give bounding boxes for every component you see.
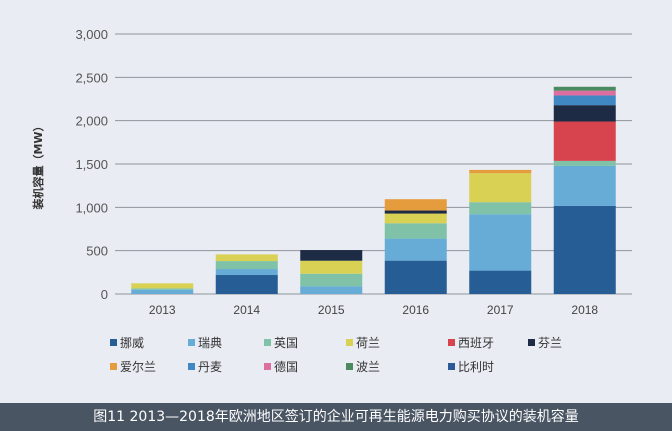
x-tick-label: 2018 bbox=[571, 303, 598, 317]
legend-swatch bbox=[110, 339, 117, 346]
bar-segment-2014-荷兰 bbox=[215, 254, 278, 262]
bar-segment-2018-德国 bbox=[553, 90, 616, 96]
y-tick-label: 1,500 bbox=[75, 157, 108, 172]
legend-swatch bbox=[264, 363, 271, 370]
legend-swatch bbox=[346, 339, 353, 346]
legend-item: 英国 bbox=[264, 334, 298, 351]
bar-segment-2018-波兰 bbox=[553, 86, 616, 91]
legend-item: 德国 bbox=[264, 358, 298, 375]
y-tick-label: 2,000 bbox=[75, 114, 108, 129]
legend-label: 挪威 bbox=[120, 336, 145, 350]
legend-label: 芬兰 bbox=[538, 336, 563, 350]
figure-caption: 图11 2013—2018年欧洲地区签订的企业可再生能源电力购买协议的装机容量 bbox=[0, 403, 672, 431]
stacked-bar-chart: 0 500 1,000 1,500 2,000 2,500 3,000 2013 2014 201… bbox=[75, 27, 632, 317]
legend-swatch bbox=[528, 339, 535, 346]
legend-swatch bbox=[188, 339, 195, 346]
legend-item: 比利时 bbox=[448, 358, 494, 375]
bar-segment-2018-西班牙 bbox=[553, 121, 616, 161]
legend-label: 英国 bbox=[274, 336, 299, 350]
y-tick-label: 500 bbox=[86, 244, 108, 259]
bar-segment-2013-瑞典 bbox=[131, 289, 194, 294]
bar-segment-2018-英国 bbox=[553, 160, 616, 166]
bar-segment-2018-瑞典 bbox=[553, 165, 616, 206]
bar-segment-2015-瑞典 bbox=[300, 286, 363, 294]
legend: 挪威 瑞典 英国 荷兰 西班牙 芬兰爱尔兰 丹麦 德国 波兰 比利时 bbox=[0, 330, 672, 390]
x-tick-label: 2015 bbox=[318, 303, 345, 317]
bar-segment-2016-芬兰 bbox=[384, 210, 447, 214]
legend-item: 挪威 bbox=[110, 334, 144, 351]
legend-label: 波兰 bbox=[356, 360, 381, 374]
bar-segment-2014-英国 bbox=[215, 261, 278, 270]
bar-segment-2016-挪威 bbox=[384, 260, 447, 294]
legend-swatch bbox=[448, 363, 455, 370]
y-tick-label: 3,000 bbox=[75, 27, 108, 42]
bar-segment-2015-荷兰 bbox=[300, 260, 363, 274]
legend-item: 荷兰 bbox=[346, 334, 380, 351]
bar-segment-2017-挪威 bbox=[469, 270, 532, 294]
legend-item: 西班牙 bbox=[448, 334, 494, 351]
bar-segment-2018-挪威 bbox=[553, 205, 616, 294]
bar-segment-2013-荷兰 bbox=[131, 283, 194, 289]
bar-segment-2014-挪威 bbox=[215, 275, 278, 294]
bar-segment-2018-丹麦 bbox=[553, 95, 616, 106]
bar-segment-2017-英国 bbox=[469, 202, 532, 215]
legend-label: 丹麦 bbox=[198, 360, 223, 374]
legend-label: 爱尔兰 bbox=[120, 360, 157, 374]
legend-item: 芬兰 bbox=[528, 334, 562, 351]
y-tick-label: 2,500 bbox=[75, 70, 108, 85]
legend-swatch bbox=[448, 339, 455, 346]
legend-label: 西班牙 bbox=[458, 336, 495, 350]
bar-segment-2017-荷兰 bbox=[469, 173, 532, 203]
legend-item: 波兰 bbox=[346, 358, 380, 375]
bar-segment-2016-荷兰 bbox=[384, 213, 447, 224]
legend-swatch bbox=[264, 339, 271, 346]
bar-segment-2017-爱尔兰 bbox=[469, 169, 532, 174]
x-tick-label: 2016 bbox=[402, 303, 429, 317]
bar-segment-2015-英国 bbox=[300, 273, 363, 287]
bar-segment-2016-瑞典 bbox=[384, 238, 447, 261]
x-tick-label: 2017 bbox=[487, 303, 514, 317]
legend-item: 瑞典 bbox=[188, 334, 222, 351]
legend-label: 德国 bbox=[274, 360, 299, 374]
y-tick-label: 0 bbox=[101, 287, 108, 302]
bar-segment-2016-爱尔兰 bbox=[384, 199, 447, 211]
x-tick-label: 2014 bbox=[233, 303, 260, 317]
legend-item: 爱尔兰 bbox=[110, 358, 156, 375]
legend-label: 荷兰 bbox=[356, 336, 381, 350]
bar-segment-2017-瑞典 bbox=[469, 214, 532, 271]
legend-label: 瑞典 bbox=[198, 336, 223, 350]
bar-segment-2015-芬兰 bbox=[300, 250, 363, 261]
legend-swatch bbox=[110, 363, 117, 370]
legend-swatch bbox=[188, 363, 195, 370]
x-tick-label: 2013 bbox=[149, 303, 176, 317]
legend-item: 丹麦 bbox=[188, 358, 222, 375]
legend-label: 比利时 bbox=[458, 360, 495, 374]
bar-segment-2014-瑞典 bbox=[215, 269, 278, 276]
bar-segment-2016-英国 bbox=[384, 223, 447, 239]
legend-swatch bbox=[346, 363, 353, 370]
bar-segment-2018-芬兰 bbox=[553, 105, 616, 122]
y-axis-label: 装机容量（MW） bbox=[32, 120, 45, 210]
y-tick-label: 1,000 bbox=[75, 200, 108, 215]
bar-segment-2013-英国 bbox=[131, 288, 194, 290]
